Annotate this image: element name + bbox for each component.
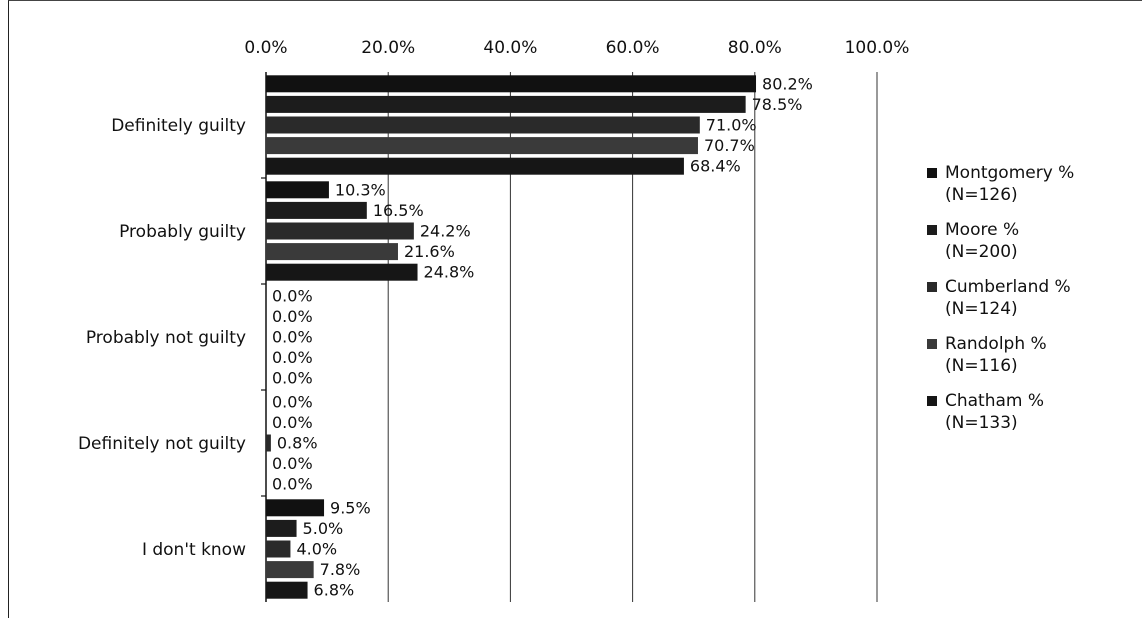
data-label: 0.0% (272, 454, 313, 473)
legend-item: Cumberland % (N=124) (925, 276, 1140, 320)
data-label: 10.3% (335, 180, 386, 199)
data-label: 0.0% (272, 413, 313, 432)
legend-item: Randolph % (N=116) (925, 333, 1140, 377)
bar (266, 201, 367, 219)
legend-series-n: (N=116) (945, 356, 1018, 376)
legend-series-name: Moore % (945, 220, 1020, 240)
legend-swatch (927, 282, 937, 292)
x-tick-label: 80.0% (728, 38, 782, 58)
legend-series-n: (N=133) (945, 413, 1018, 433)
x-tick-label: 40.0% (483, 38, 537, 58)
data-label: 5.0% (303, 519, 344, 538)
legend-swatch (927, 225, 937, 235)
data-label: 70.7% (704, 136, 755, 155)
data-label: 80.2% (762, 74, 813, 93)
legend-series-name: Montgomery % (945, 163, 1075, 183)
bar (266, 581, 308, 599)
data-label: 0.0% (272, 328, 313, 347)
data-label: 68.4% (690, 157, 741, 176)
chart-legend: Montgomery % (N=126) Moore % (N=200) Cumberl… (925, 162, 1140, 447)
legend-item: Montgomery % (N=126) (925, 162, 1140, 206)
data-label: 16.5% (373, 201, 424, 220)
data-label: 4.0% (296, 540, 337, 559)
x-tick-label: 100.0% (845, 38, 910, 58)
category-label: Probably guilty (119, 222, 246, 242)
data-label: 0.0% (272, 475, 313, 494)
data-label: 21.6% (404, 242, 455, 261)
legend-series-name: Chatham % (945, 391, 1045, 411)
bar (266, 116, 700, 134)
bar (266, 95, 746, 113)
bar (266, 519, 297, 537)
data-label: 0.0% (272, 369, 313, 388)
data-label: 78.5% (752, 95, 803, 114)
data-label: 71.0% (706, 116, 757, 135)
data-label: 0.0% (272, 392, 313, 411)
data-label: 7.8% (320, 560, 361, 579)
data-label: 0.0% (272, 307, 313, 326)
legend-swatch (927, 396, 937, 406)
bar (266, 181, 329, 199)
data-label: 6.8% (314, 581, 355, 600)
data-label: 9.5% (330, 498, 371, 517)
data-label: 0.8% (277, 434, 318, 453)
category-label: Definitely not guilty (78, 434, 246, 454)
bar (266, 434, 271, 452)
legend-series-name: Randolph % (945, 334, 1047, 354)
legend-series-n: (N=126) (945, 185, 1018, 205)
legend-item: Moore % (N=200) (925, 219, 1140, 263)
bar (266, 540, 291, 558)
x-tick-label: 20.0% (361, 38, 415, 58)
data-label: 24.2% (420, 222, 471, 241)
category-label: I don't know (142, 540, 246, 560)
bar (266, 243, 398, 261)
bar (266, 561, 314, 579)
legend-swatch (927, 339, 937, 349)
category-label: Probably not guilty (86, 328, 246, 348)
category-label: Definitely guilty (111, 116, 246, 136)
bar (266, 499, 325, 517)
x-tick-label: 60.0% (606, 38, 660, 58)
legend-item: Chatham % (N=133) (925, 390, 1140, 434)
bar (266, 263, 418, 281)
legend-series-n: (N=200) (945, 242, 1018, 262)
legend-series-n: (N=124) (945, 299, 1018, 319)
bar (266, 157, 684, 175)
chart-frame (8, 0, 1142, 618)
x-tick-label: 0.0% (244, 38, 287, 58)
bar (266, 222, 414, 240)
data-label: 24.8% (424, 263, 475, 282)
bar (266, 75, 757, 93)
legend-series-name: Cumberland % (945, 277, 1071, 297)
data-label: 0.0% (272, 286, 313, 305)
legend-swatch (927, 168, 937, 178)
bar (266, 137, 698, 155)
data-label: 0.0% (272, 348, 313, 367)
